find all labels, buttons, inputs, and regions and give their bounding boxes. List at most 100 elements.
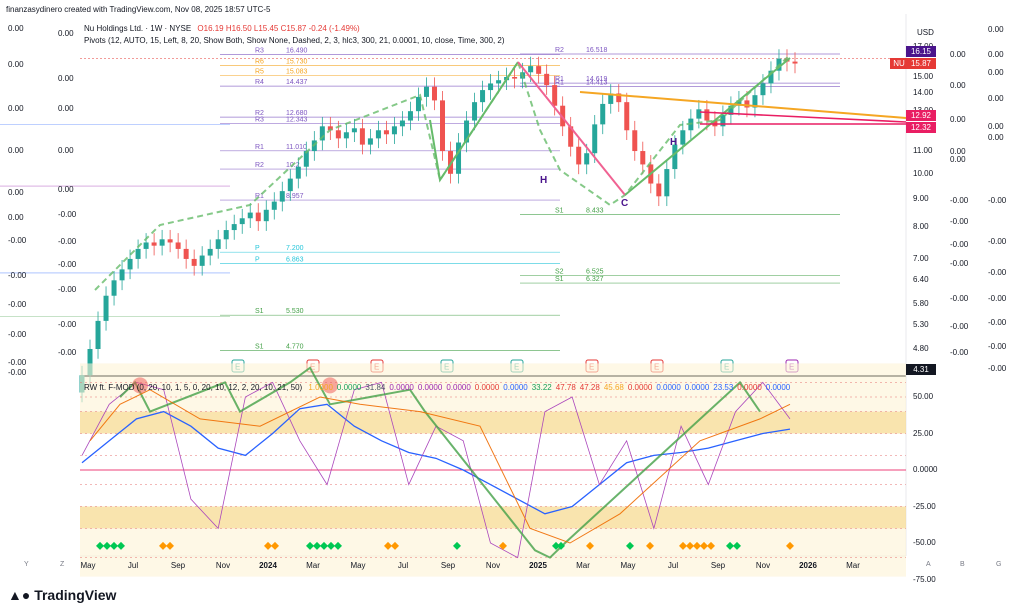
right-scale-a: -0.00 [950,259,969,268]
pivot-name: R4 [255,79,264,86]
candle-body [143,242,149,249]
candle-body [351,128,357,133]
left-scale-a: -0.00 [8,300,27,309]
pattern-label: C [621,198,628,209]
time-axis-label: 2024 [259,561,277,570]
pivot-name: S2 [555,269,564,276]
candle-body [528,66,534,73]
right-scale-a: 0.00 [950,115,966,124]
signal-diamond [586,541,594,550]
pivot-name: R1 [555,80,564,87]
price-axis-label: 5.30 [913,320,929,330]
pivots-indicator-legend[interactable]: Pivots (12, AUTO, 15, Left, 8, 20, Show … [84,36,505,45]
signal-diamond [271,541,279,550]
time-axis-label: May [80,561,95,570]
pivot-value: 15.083 [286,69,308,76]
signal-diamond [166,541,174,550]
time-axis-label: Sep [441,561,456,570]
candle-body [383,130,389,135]
candle-body [752,95,758,108]
price-tag-15-87: 15.87 [906,58,936,69]
pivot-name: R2 [255,110,264,117]
pivot-name: S1 [255,308,264,315]
pivot-value: 6.863 [286,257,304,264]
pivot-value: 5.530 [286,308,304,315]
pivot-name: R1 [255,144,264,151]
candle-body [440,100,446,152]
signal-diamond [700,541,708,550]
oscillator-value: 0.0000 [417,383,443,392]
abc-leg-green [429,61,519,183]
candle-body [263,209,269,222]
right-scale-a: -0.00 [950,294,969,303]
signal-diamond [453,541,461,550]
right-scale-a: -0.00 [950,196,969,205]
time-axis-label: May [620,561,635,570]
tradingview-logo[interactable]: ▲● TradingView [8,587,116,603]
pivot-value: 8.957 [286,193,304,200]
osc-orange-line [89,389,791,544]
candle-body [736,100,742,106]
left-scale-a: 0.00 [8,24,24,33]
candle-body [319,126,325,141]
oscillator-value: 31.84 [365,383,386,392]
right-scale-a: 0.00 [950,50,966,59]
pivot-value: 14.619 [586,76,608,83]
time-axis-label: Mar [306,561,320,570]
price-axis-label: 11.00 [913,146,933,156]
right-scale-a: -0.00 [950,322,969,331]
signal-diamond [733,541,741,550]
signal-diamond [786,541,794,550]
pivot-name: R5 [255,69,264,76]
time-axis-label: Jul [128,561,138,570]
osc-axis-label: -75.00 [913,574,936,584]
pivot-value: 7.200 [286,245,304,252]
candle-body [287,178,293,192]
axis-letter-y: Y [24,561,29,568]
candle-body [191,258,197,266]
candle-body [279,191,285,202]
brand-name: TradingView [34,587,117,603]
left-scale-b: 0.00 [58,29,74,38]
oscillator-legend[interactable]: RW ft. F-MOD (0, 20, 10, 1, 5, 0, 20, 10… [84,383,790,392]
oscillator-value: 0.0000 [737,383,762,392]
price-tag-16-15: 16.15 [906,46,936,57]
oscillator-value: 47.78 [555,383,576,392]
price-axis-label: 7.00 [913,253,929,263]
chart-credit: finanzasydinero created with TradingView… [6,5,271,14]
left-scale-a: -0.00 [8,271,27,280]
candle-body [624,102,630,131]
candle-body [552,85,558,106]
candle-body [415,96,421,112]
candle-body [728,105,734,115]
pattern-label: H [540,175,547,186]
candle-body [367,138,373,145]
pivot-name: R1 [555,76,564,83]
oscillator-value: 33.22 [531,383,552,392]
candle-body [704,109,710,121]
signal-diamond [499,541,507,550]
left-scale-b: -0.00 [58,260,77,269]
oscillator-value: 45.68 [603,383,624,392]
pivot-name: S1 [555,207,564,214]
signal-diamond [693,541,701,550]
left-scale-a: 0.00 [8,60,24,69]
signal-diamond [557,541,565,550]
oscillator-value: 0.0000 [446,383,471,392]
right-scale-a: 0.00 [950,81,966,90]
symbol-legend[interactable]: Nu Holdings Ltd. · 1W · NYSE O16.19 H16.… [84,24,360,33]
candle-body [696,109,702,119]
oscillator-value: 23.53 [713,383,734,392]
price-tag-nu: NU [890,58,908,69]
signal-diamond [117,541,125,550]
lower-band [80,528,906,577]
right-scale-a: -0.00 [950,240,969,249]
pivot-name: S1 [555,276,564,283]
signal-diamond [110,541,118,550]
candle-body [359,128,365,145]
left-scale-b: -0.00 [58,285,77,294]
left-scale-a: 0.00 [8,213,24,222]
axis-letter-g: G [996,561,1002,568]
right-scale-b: 0.00 [988,68,1004,77]
